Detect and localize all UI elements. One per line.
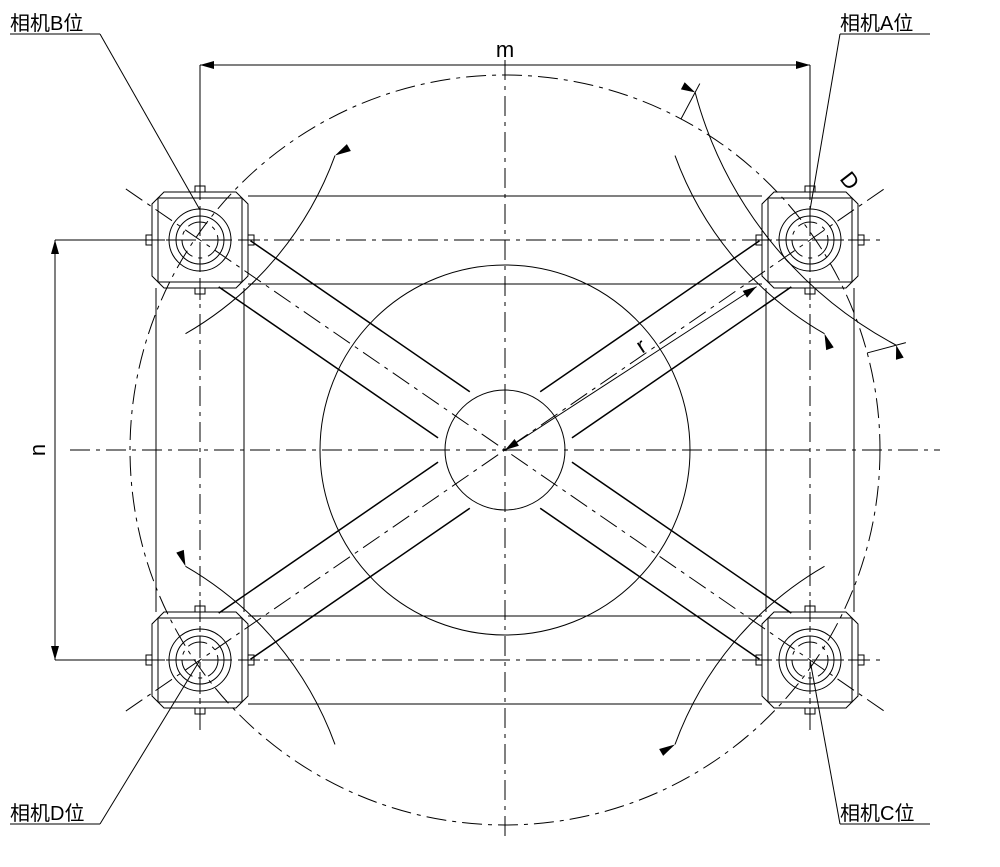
dim-n-label: n xyxy=(25,444,50,456)
label-camC: 相机C位 xyxy=(840,802,914,825)
dim-m-label: m xyxy=(496,37,514,62)
label-camD: 相机D位 xyxy=(10,802,84,825)
label-camB: 相机B位 xyxy=(10,12,83,35)
label-camA: 相机A位 xyxy=(840,12,913,35)
